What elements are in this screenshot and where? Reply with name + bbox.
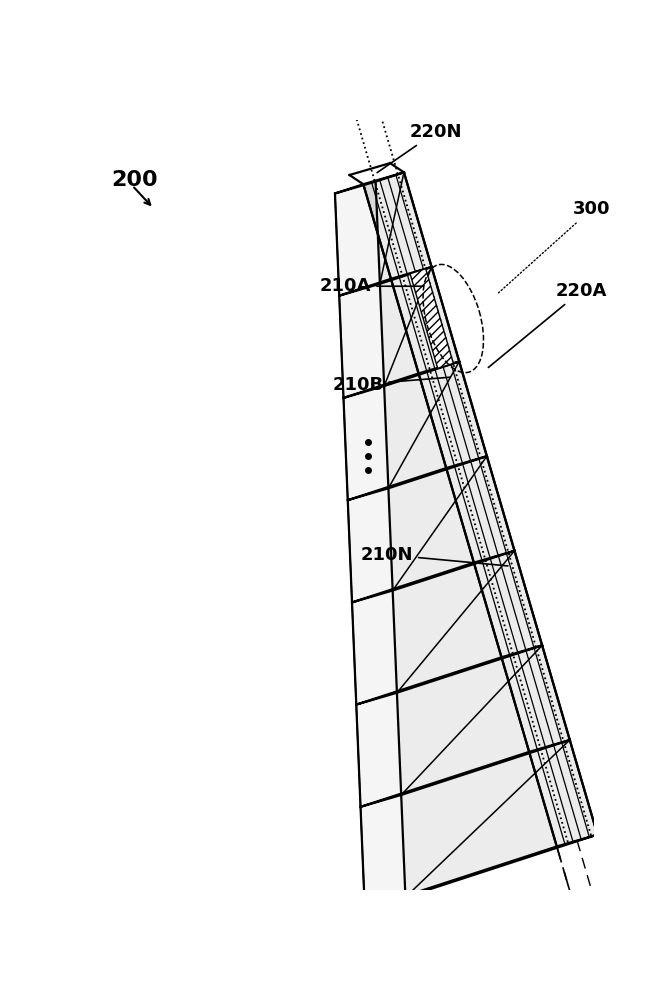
Text: 210A: 210A — [320, 277, 422, 295]
Polygon shape — [363, 172, 597, 846]
Text: 300: 300 — [498, 200, 610, 294]
Polygon shape — [335, 182, 405, 909]
Text: 210B: 210B — [332, 376, 450, 394]
Text: 220N: 220N — [377, 123, 462, 173]
Text: 220A: 220A — [489, 282, 607, 368]
Text: 200: 200 — [111, 170, 158, 190]
Polygon shape — [375, 172, 597, 897]
Text: 210N: 210N — [361, 546, 508, 566]
Polygon shape — [410, 269, 453, 368]
